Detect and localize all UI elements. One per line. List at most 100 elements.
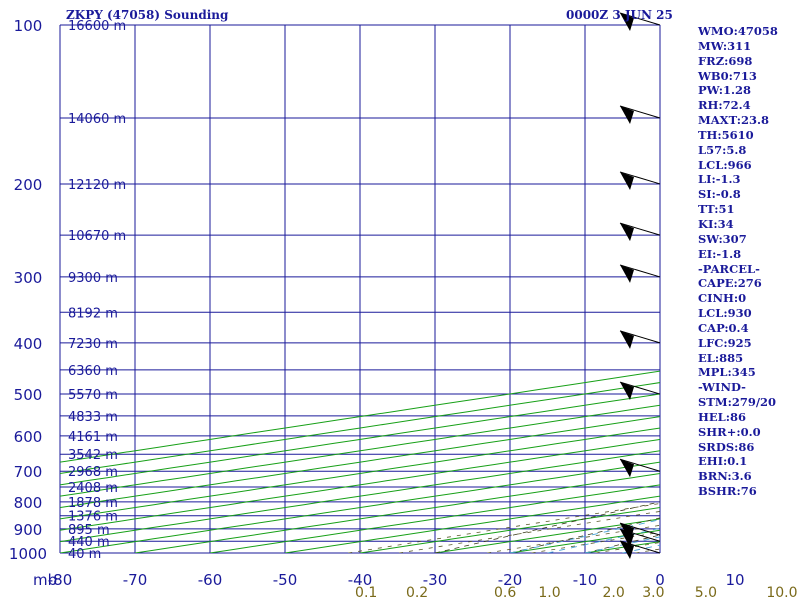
index-item: MPL:345 [698,365,756,380]
wind-barb-staff [619,264,661,278]
index-item: EL:885 [698,350,744,365]
skewed-isotherm [359,507,660,553]
skewed-isotherm [60,393,660,486]
mixing-ratio-label: 5.0 [695,585,717,600]
pressure-tick-label: 400 [14,335,43,353]
height-label: 5570 m [68,388,118,403]
temperature-tick-label: -10 [573,571,598,589]
index-item: LFC:925 [698,335,752,350]
index-item: STM:279/20 [698,395,777,410]
temperature-tick-label: -50 [273,571,298,589]
wind-barb-staff [619,458,661,472]
wind-barb-flag [620,382,634,401]
height-label: 8192 m [68,306,118,321]
index-item: HEL:86 [698,409,746,424]
index-item: SRDS:86 [698,439,755,454]
height-label: 895 m [68,523,110,538]
wind-barb-staff [619,528,661,542]
index-item: RH:72.4 [698,98,751,113]
pressure-tick-label: 600 [14,428,43,446]
mixing-ratio-label: 1.0 [538,585,560,600]
temperature-tick-label: -80 [48,571,73,589]
skewed-isotherm [60,427,660,520]
wind-barb-flag [620,13,634,31]
wind-barb-flag [620,105,634,124]
wind-barb-flag [620,223,634,242]
height-label: 2408 m [68,481,118,496]
temperature-tick-label: -20 [498,571,523,589]
skewed-isotherm [60,450,660,543]
index-item: BSHR:76 [698,484,757,499]
index-item: BRN:3.6 [698,469,752,484]
index-item: CINH:0 [698,291,747,306]
index-item: LI:-1.3 [698,172,741,187]
height-label: 1376 m [68,510,118,525]
mixing-ratio-line [399,511,660,553]
height-label: 2968 m [68,465,118,480]
index-item: EHI:0.1 [698,454,748,469]
wind-barb-flag [620,330,634,349]
index-item: PW:1.28 [698,83,752,98]
height-label: 3542 m [68,448,118,463]
mixing-ratio-label: 3.0 [642,585,664,600]
pressure-tick-label: 200 [14,176,43,194]
mixing-ratio-label: 10.0 [766,585,797,600]
index-item: WMO:47058 [698,24,778,38]
skewed-isotherm [60,370,660,463]
skewed-isotherm [60,461,660,553]
index-item: SW:307 [698,231,747,246]
wind-barb-staff [619,522,661,536]
pressure-tick-label: 800 [14,494,43,512]
wind-barb-staff [619,330,661,344]
index-item: CAP:0.4 [698,320,749,335]
index-item: FRZ:698 [698,53,753,68]
pressure-tick-label: 1000 [9,545,47,563]
skewed-isotherm [60,416,660,509]
skewed-isotherm [284,495,660,553]
wind-barb-flag [620,459,634,478]
chart-time: 0000Z 3 JUN 25 [566,8,673,22]
skewed-isotherm [60,382,660,474]
index-item: TT:51 [698,202,735,217]
wind-barb-staff [619,171,661,185]
temperature-tick-label: -70 [123,571,148,589]
mixing-ratio-label: 0.1 [355,585,377,600]
height-label: 40 m [68,547,101,562]
height-labels: 16600 m 14060 m 12120 m 10670 m 9300 m 8192 m… [68,19,126,562]
index-item: LCL:930 [698,306,752,321]
wind-barb-flag [620,529,634,548]
wind-barb-flag [620,541,634,559]
index-item: MAXT:23.8 [698,113,769,128]
index-item: -PARCEL- [698,261,760,276]
height-label: 4161 m [68,430,118,445]
height-label: 440 m [68,535,110,550]
mixing-ratio-label: 2.0 [603,585,625,600]
pressure-tick-label: 900 [14,521,43,539]
temperature-tick-label: -40 [348,571,373,589]
chart-title: ZKPY (47058) Sounding [66,8,229,22]
height-label: 10670 m [68,229,126,244]
skewed-isotherm [134,472,660,553]
height-label: 6360 m [68,364,118,379]
mixing-ratio-line [348,503,660,553]
skewed-isotherm [60,438,660,531]
height-label: 9300 m [68,271,118,286]
height-label: 1878 m [68,496,118,511]
wind-barb-staff [619,540,661,554]
index-item: SHR+:0.0 [698,424,761,439]
index-item: MW:311 [698,38,752,53]
wind-barb-staff [619,222,661,236]
index-item: KI:34 [698,216,734,231]
wind-barb-flag [620,264,634,283]
skewed-isotherm [60,404,660,497]
height-label: 12120 m [68,178,126,193]
temperature-tick-label: -60 [198,571,223,589]
height-label: 4833 m [68,410,118,425]
index-item: CAPE:276 [698,276,762,291]
index-item: -WIND- [698,380,746,395]
wind-barb-staff [619,381,661,395]
isotherm-grid [60,25,660,553]
index-item: LCL:966 [698,157,752,172]
skewed-isotherm [209,484,660,553]
